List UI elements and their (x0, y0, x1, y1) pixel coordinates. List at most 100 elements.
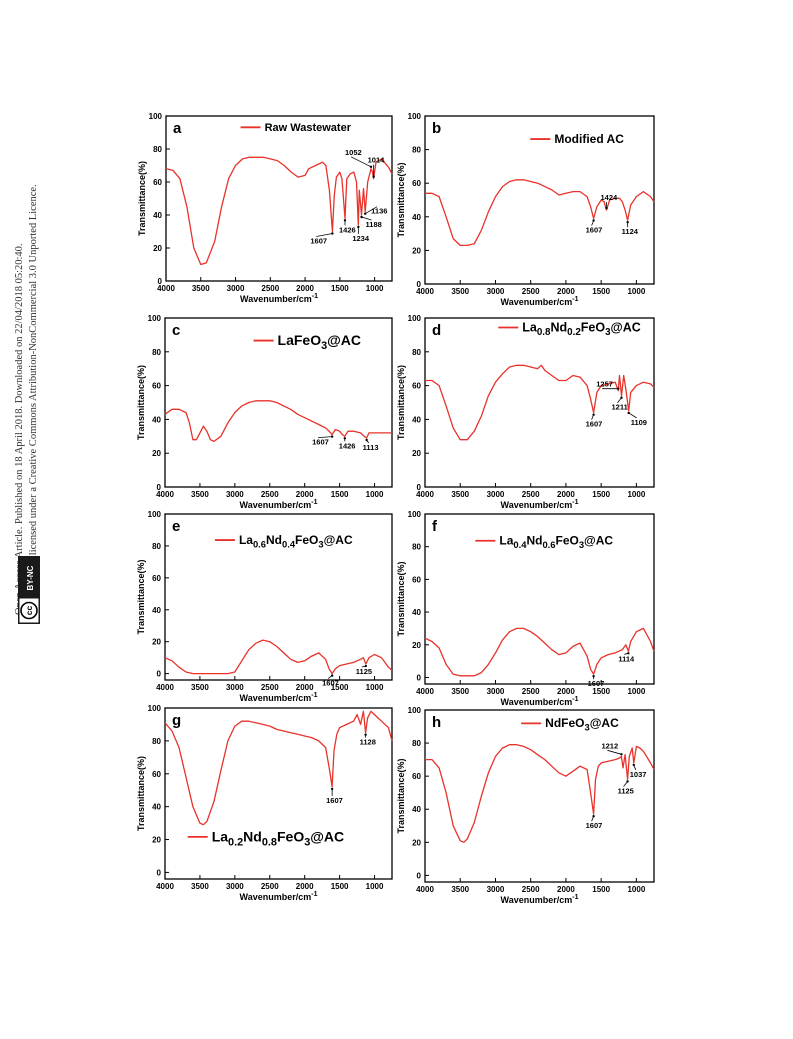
y-tick-label: 80 (152, 737, 161, 746)
peak-annotation: 1607 (312, 438, 329, 447)
x-tick-label: 2500 (261, 882, 279, 891)
license-line-2: This article is licensed under a Creativ… (28, 184, 39, 615)
x-tick-label: 1500 (331, 882, 349, 891)
legend-label: La0.6​Nd0.4​FeO3​@AC (239, 533, 353, 549)
chart-panel-d: 4000 3500 3000 2500 2000 1500 1000 0 20 40 60 80 100… (396, 314, 655, 510)
annotation-arrowhead (330, 787, 334, 791)
x-tick-label: 2000 (557, 687, 575, 696)
y-tick-label: 20 (152, 638, 161, 647)
annotation-arrow (628, 412, 637, 419)
annotation-arrowhead (605, 206, 608, 210)
x-tick-label: 1000 (366, 683, 384, 692)
y-tick-label: 80 (412, 543, 421, 552)
panel-letter: e (172, 518, 180, 535)
y-tick-label: 60 (412, 382, 421, 391)
panel-letter: g (172, 712, 181, 729)
panel-letter: f (432, 518, 438, 535)
peak-annotation: 1124 (622, 227, 639, 236)
annotation-arrowhead (592, 674, 595, 678)
annotation-arrow (318, 436, 333, 439)
x-tick-label: 3500 (191, 882, 209, 891)
y-tick-label: 40 (412, 608, 421, 617)
y-tick-label: 20 (153, 244, 162, 253)
y-tick-label: 40 (152, 803, 161, 812)
annotation-arrowhead (626, 780, 629, 783)
ftir-series-line (425, 179, 655, 247)
annotation-arrow (316, 233, 333, 237)
x-axis-title: Wavenumber/cm-1 (501, 296, 579, 307)
y-tick-label: 20 (152, 836, 161, 845)
annotation-arrowhead (620, 396, 623, 399)
annotation-arrowhead (632, 763, 635, 767)
panel-letter: h (432, 714, 441, 731)
peak-annotation: 1109 (631, 418, 647, 427)
x-tick-label: 1000 (366, 490, 384, 499)
panel-letter: a (173, 120, 182, 137)
annotation-arrowhead (627, 411, 630, 415)
y-tick-label: 80 (412, 146, 421, 155)
x-tick-label: 1500 (592, 687, 610, 696)
annotation-arrowhead (343, 437, 346, 440)
x-tick-label: 3500 (192, 284, 210, 293)
plot-frame (164, 513, 393, 681)
panel-letter: d (432, 322, 441, 339)
y-axis-title: Transmittance(%) (136, 559, 146, 634)
x-tick-label: 2500 (261, 284, 279, 293)
x-tick-label: 3000 (226, 490, 244, 499)
peak-annotation: 1125 (356, 667, 372, 676)
annotation-arrowhead (365, 438, 368, 442)
legend-label: La0.2​Nd0.8​FeO3​@AC (212, 828, 344, 848)
annotation-arrow (607, 749, 622, 755)
annotation-arrowhead (330, 435, 334, 438)
x-tick-label: 3000 (487, 490, 505, 499)
chart-panel-c: 4000 3500 3000 2500 2000 1500 1000 0 20 40 60 80 100… (136, 314, 393, 510)
ftir-series-line (164, 710, 393, 826)
annotation-arrow (364, 206, 378, 215)
annotation-arrowhead (363, 212, 367, 215)
annotation-arrowhead (364, 733, 367, 736)
y-tick-label: 80 (153, 145, 162, 154)
y-tick-label: 40 (153, 211, 162, 220)
plot-frame (424, 513, 655, 685)
y-tick-label: 60 (152, 770, 161, 779)
y-tick-label: 20 (412, 246, 421, 255)
y-tick-label: 0 (417, 673, 422, 682)
y-tick-label: 60 (152, 574, 161, 583)
peak-annotation: 1188 (366, 220, 382, 229)
x-tick-label: 3500 (451, 490, 469, 499)
y-axis-title: Transmittance(%) (136, 756, 146, 831)
cc-license-badge[interactable]: cc BY-NC (18, 556, 40, 624)
y-tick-label: 100 (148, 510, 162, 519)
x-tick-label: 2000 (296, 683, 314, 692)
y-axis-title: Transmittance(%) (396, 561, 406, 636)
ftir-series-line (424, 627, 655, 677)
x-tick-label: 2500 (522, 490, 540, 499)
x-tick-label: 1000 (627, 885, 645, 894)
ftir-series-line (164, 400, 392, 443)
annotation-arrowhead (330, 674, 334, 677)
x-tick-label: 4000 (416, 287, 434, 296)
legend-label: NdFeO3​@AC (545, 716, 619, 732)
annotation-arrowhead (364, 664, 368, 668)
cc-logo-icon (20, 601, 38, 620)
peak-annotation: 1234 (352, 234, 370, 243)
peak-annotation: 1607 (326, 796, 343, 805)
peak-annotation: 1113 (363, 443, 379, 452)
x-axis-title: Wavenumber/cm-1 (501, 894, 579, 905)
x-tick-label: 2000 (557, 490, 575, 499)
annotation-arrowhead (627, 652, 630, 655)
x-tick-label: 1000 (627, 287, 645, 296)
annotation-arrowhead (357, 225, 360, 229)
x-tick-label: 3000 (226, 882, 244, 891)
x-tick-label: 4000 (156, 490, 174, 499)
y-axis-title: Transmittance(%) (137, 161, 147, 236)
annotation-arrowhead (592, 814, 595, 818)
x-tick-label: 4000 (416, 490, 434, 499)
plot-frame (424, 317, 655, 488)
x-tick-label: 3000 (487, 885, 505, 894)
x-tick-label: 1000 (627, 490, 645, 499)
peak-annotation: 1607 (586, 420, 603, 429)
y-tick-label: 60 (153, 178, 162, 187)
x-tick-label: 1500 (331, 490, 349, 499)
